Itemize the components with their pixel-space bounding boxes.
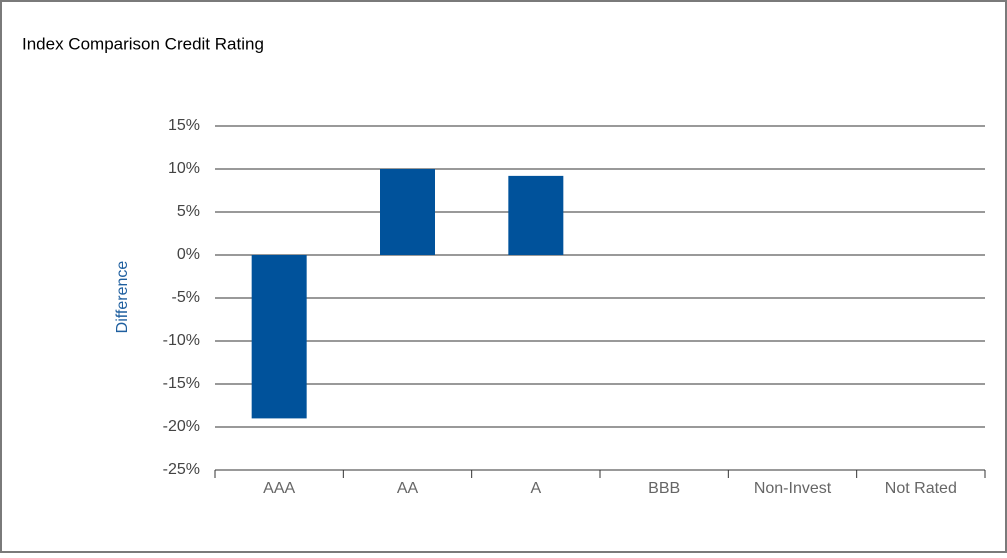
- y-tick-label: -25%: [163, 461, 200, 478]
- x-tick-label: BBB: [648, 480, 680, 497]
- x-tick-label: AAA: [263, 480, 295, 497]
- x-tick-label: Not Rated: [885, 480, 957, 497]
- y-axis-label: Difference: [114, 261, 131, 334]
- y-tick-label: 5%: [177, 203, 200, 220]
- y-tick-label: 0%: [177, 246, 200, 263]
- bar: [508, 175, 564, 255]
- x-tick-label: A: [530, 480, 541, 497]
- y-tick-label: -15%: [163, 375, 200, 392]
- y-tick-label: -20%: [163, 418, 200, 435]
- x-tick-label: Non-Invest: [754, 480, 832, 497]
- y-tick-label: 15%: [168, 117, 200, 134]
- y-tick-label: -10%: [163, 332, 200, 349]
- y-tick-label: 10%: [168, 160, 200, 177]
- chart-title: Index Comparison Credit Rating: [22, 34, 264, 53]
- bar: [380, 169, 435, 255]
- bar: [251, 255, 307, 419]
- y-tick-label: -5%: [172, 289, 200, 306]
- x-tick-label: AA: [397, 480, 419, 497]
